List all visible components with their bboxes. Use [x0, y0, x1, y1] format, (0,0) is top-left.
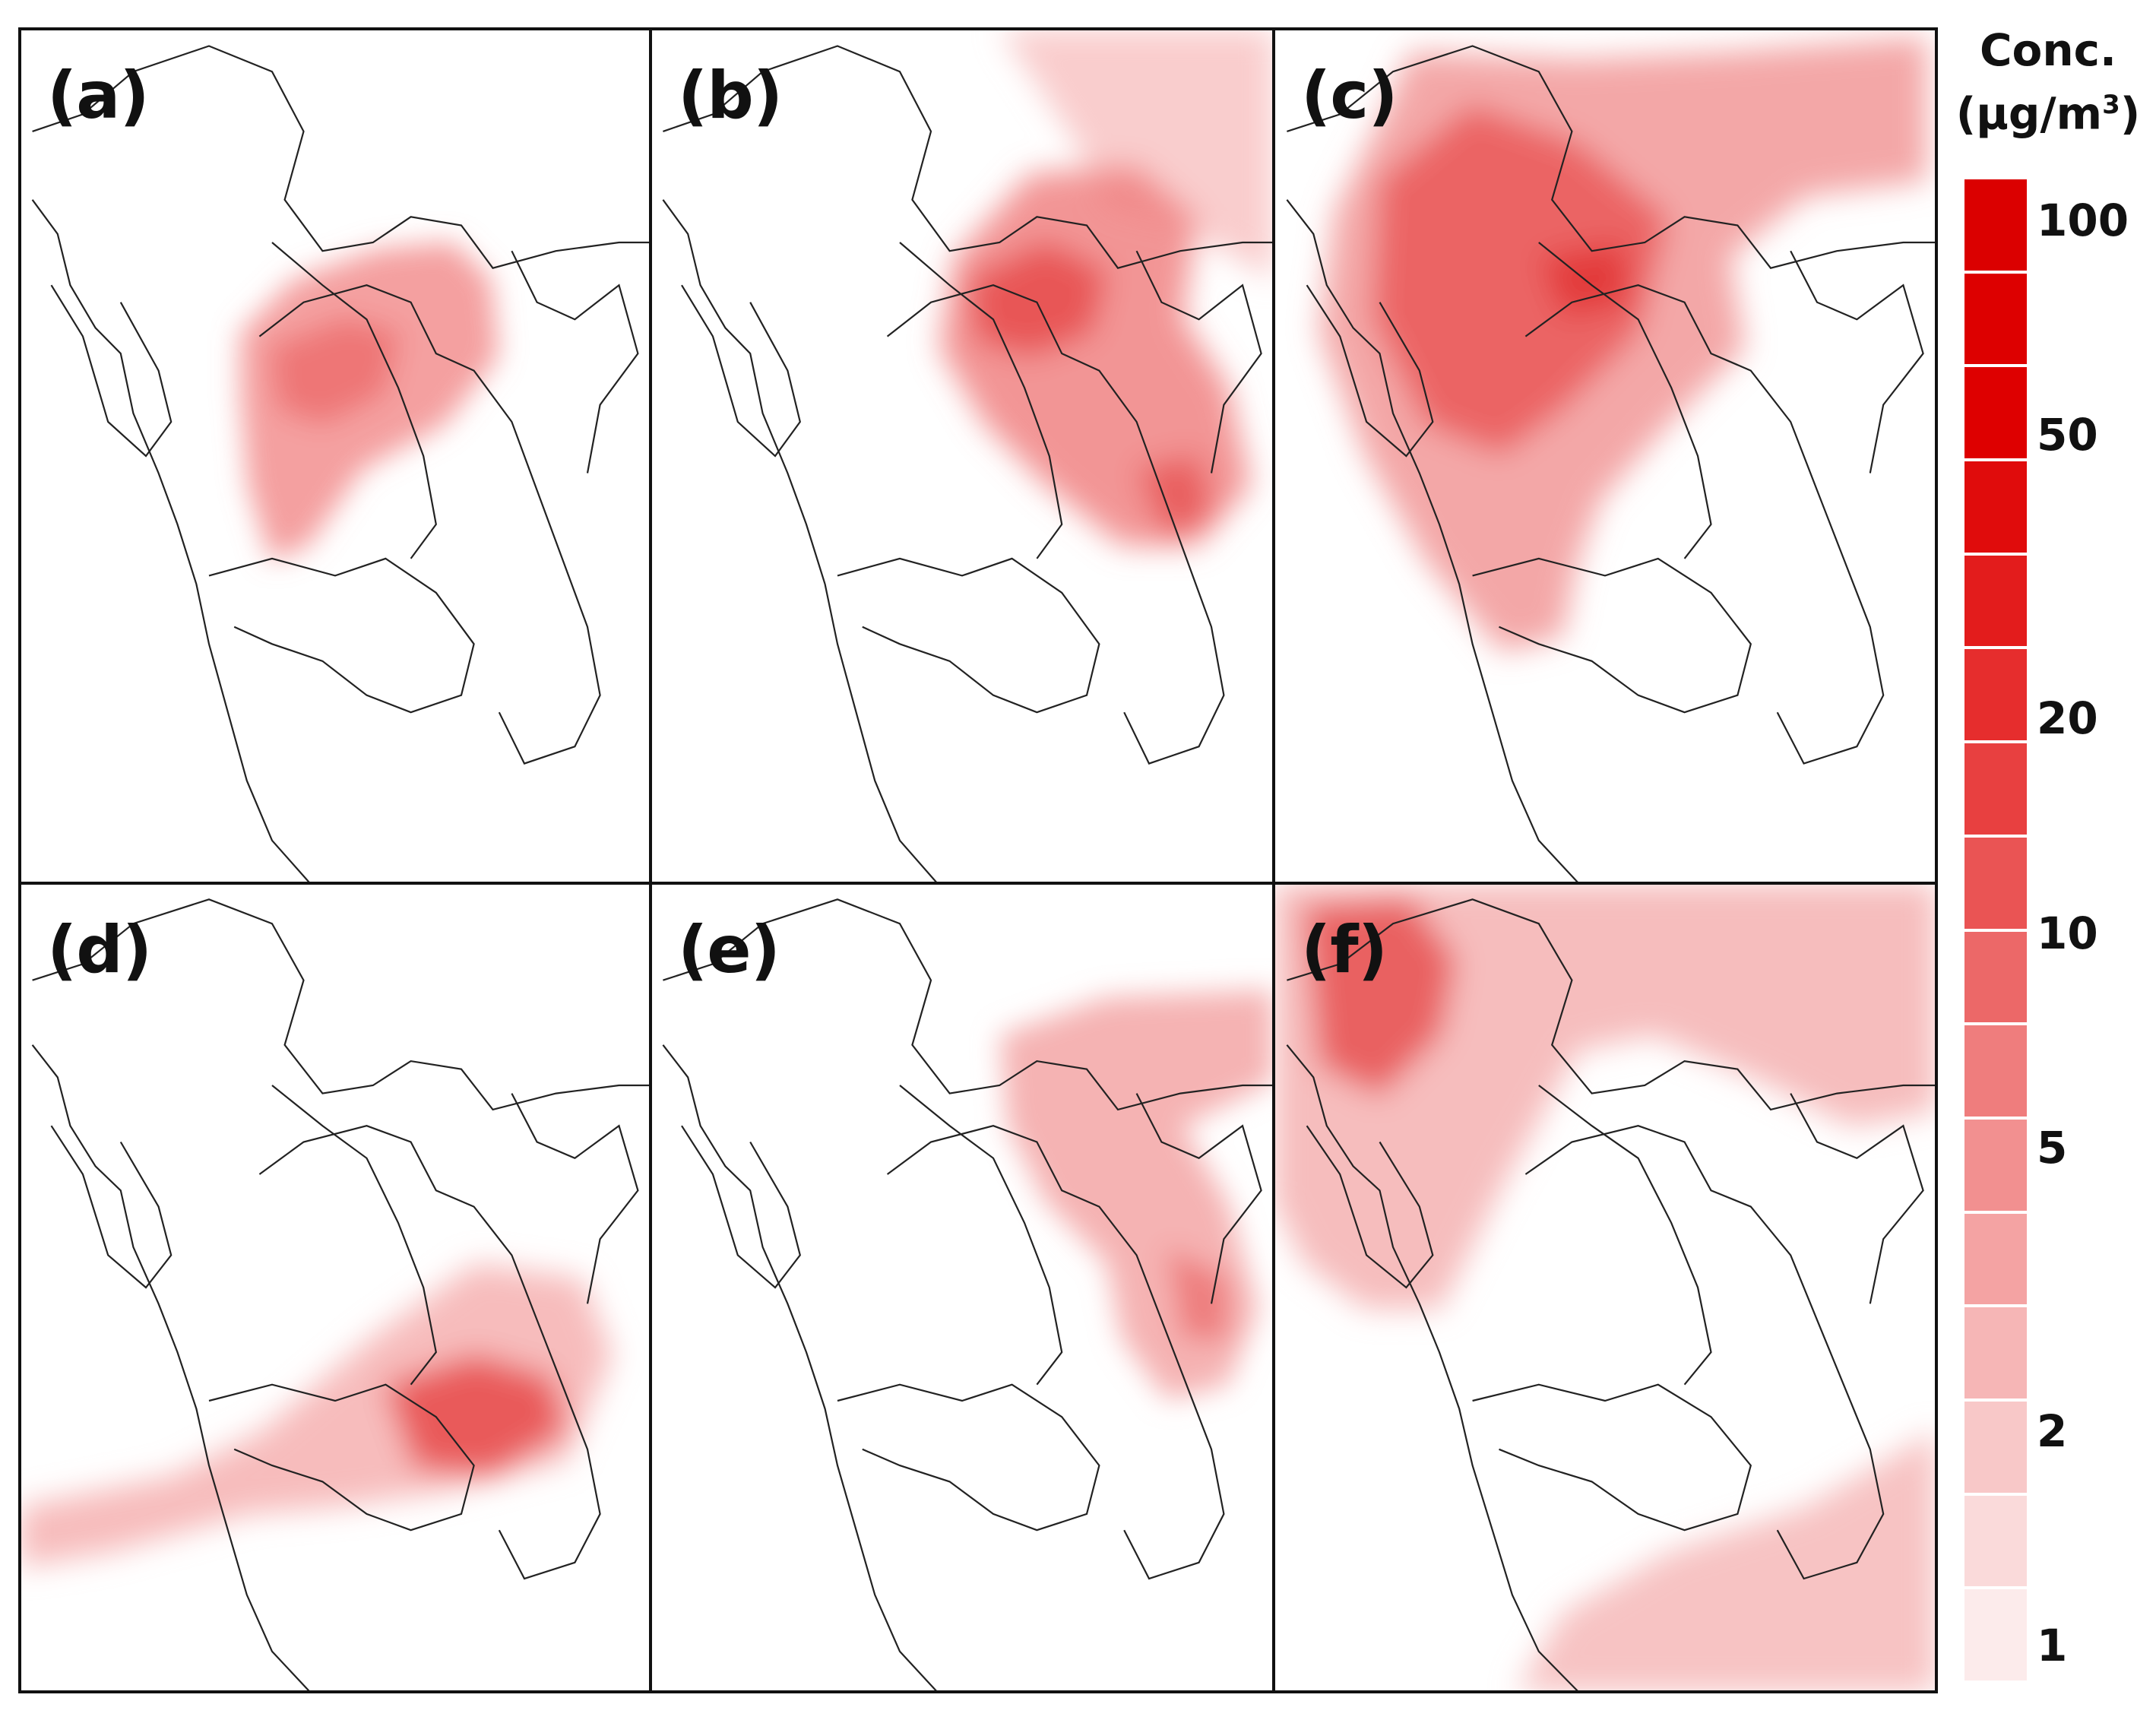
coastline-border [899, 242, 1063, 559]
coastline-border [1287, 898, 1936, 1111]
coastline-border [32, 45, 651, 269]
coastline-border [258, 1125, 601, 1580]
plume-c [1286, 36, 1936, 883]
coastline-border [681, 1125, 801, 1289]
coastline-border [663, 898, 1274, 1111]
colorbar-tick-label: 5 [2037, 1121, 2068, 1174]
colorbar-segment [1964, 273, 2027, 365]
coastline-border [1538, 242, 1712, 559]
coastline-border [511, 250, 639, 474]
colorbar-segment [1964, 179, 2027, 271]
panel-label: (d) [47, 912, 152, 988]
coastline-border [899, 1085, 1063, 1386]
coastline-border [662, 199, 939, 883]
colorbar-segment [1964, 931, 2027, 1023]
colorbar-segment [1964, 743, 2027, 835]
coastline-border [50, 284, 173, 458]
coastline-border [1135, 250, 1262, 474]
colorbar-tick-label: 10 [2037, 907, 2098, 959]
coastline-border [258, 284, 601, 765]
colorbar-segment [1964, 1213, 2027, 1305]
colorbar-tick-label: 100 [2037, 195, 2129, 246]
coastline-border [1524, 284, 1885, 765]
coastline-border [1790, 1093, 1924, 1304]
colorbar-segment [1964, 1401, 2027, 1493]
coastline-border [681, 284, 801, 458]
colorbar-segment [1964, 1307, 2027, 1398]
coastline-border [32, 898, 651, 1111]
coastline-border [1286, 199, 1579, 883]
coastline-border [837, 1383, 1100, 1532]
coastline-border [837, 557, 1100, 714]
colorbar-segment [1964, 837, 2027, 929]
map-panel-a: (a) [20, 29, 651, 883]
coastline-border [31, 1044, 311, 1692]
panel-label: (c) [1301, 58, 1398, 134]
colorbar-tick-label: 2 [2037, 1405, 2068, 1457]
coastline-border [1538, 1085, 1712, 1386]
colorbar-segment [1964, 367, 2027, 459]
coastline-border [662, 1044, 939, 1692]
coastline-border [1287, 45, 1936, 269]
coastline-border [31, 199, 311, 883]
colorbar-segment [1964, 1589, 2027, 1680]
coastline-border [1524, 1125, 1885, 1580]
panel-label: (f) [1301, 912, 1388, 988]
coastline-border [271, 242, 437, 559]
map-panel-c: (c) [1274, 29, 1936, 883]
map-panel-d: (d) [20, 883, 651, 1692]
coastline-border [208, 557, 475, 714]
coastline-border [511, 1093, 639, 1304]
coastline-border [208, 1383, 475, 1532]
coastline-border [1306, 1125, 1434, 1289]
colorbar-segment [1964, 1119, 2027, 1211]
coastline-border [1472, 1383, 1752, 1532]
plume-b [662, 29, 1274, 883]
panel-label: (e) [678, 912, 780, 988]
coastline-border [663, 45, 1274, 269]
map-panel-e: (e) [651, 883, 1274, 1692]
map-panel-f: (f) [1274, 883, 1936, 1692]
coastline-border [1790, 250, 1924, 474]
coastline-border [886, 1125, 1225, 1580]
colorbar-segment [1964, 555, 2027, 647]
colorbar-tick-label: 1 [2037, 1620, 2068, 1671]
colorbar-tick-label: 50 [2037, 409, 2098, 461]
colorbar-segment [1964, 649, 2027, 741]
plume-e [662, 898, 1274, 1692]
colorbar-tick-label: 20 [2037, 692, 2098, 745]
coastline-border [1306, 284, 1434, 458]
colorbar-segment [1964, 461, 2027, 553]
plume-f [1274, 883, 1936, 1692]
map-panel-b: (b) [651, 29, 1274, 883]
coastline-border [1135, 1093, 1262, 1304]
coastline-border [271, 1085, 437, 1386]
panel-label: (b) [678, 58, 783, 134]
coastline-border [1286, 1044, 1579, 1692]
plume-a [31, 45, 651, 883]
colorbar-title: Conc. (μg/m3) [1955, 24, 2141, 140]
colorbar [1964, 179, 2027, 1680]
panel-label: (a) [47, 58, 150, 134]
colorbar-segment [1964, 1495, 2027, 1587]
colorbar-segment [1964, 1025, 2027, 1117]
coastline-border [886, 284, 1225, 765]
coastline-border [50, 1125, 173, 1289]
coastline-border [1472, 557, 1752, 714]
plume-d [20, 898, 651, 1692]
